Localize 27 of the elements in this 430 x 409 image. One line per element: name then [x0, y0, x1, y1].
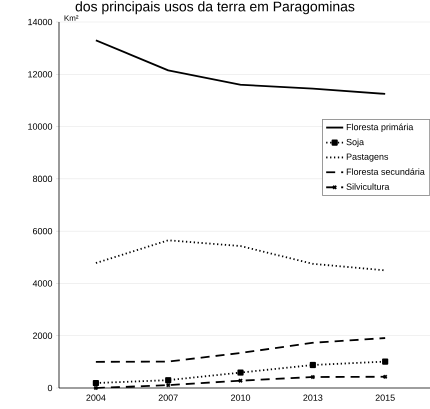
point	[92, 380, 99, 386]
x-tick-label: 2010	[231, 394, 250, 401]
legend-label: Floresta primária	[346, 124, 414, 132]
y-tick-label: 14000	[28, 18, 52, 26]
legend-label: Silvicultura	[346, 183, 390, 190]
y-tick-label: 10000	[28, 123, 52, 130]
x-tick-label: 2004	[86, 394, 106, 401]
x-tick-label: 2007	[158, 394, 178, 401]
point	[237, 369, 244, 376]
point	[165, 377, 172, 384]
x-tick-label: 2013	[303, 394, 322, 401]
legend-label: Floresta secundária	[346, 168, 425, 175]
x-tick-label: 2015	[376, 394, 395, 401]
point	[382, 358, 388, 365]
y-tick-label: 4000	[32, 280, 52, 287]
y-tick-label: 6000	[32, 228, 52, 234]
y-tick-label: 0	[48, 384, 52, 392]
point	[310, 362, 316, 368]
y-tick-label: 8000	[32, 176, 52, 182]
legend-label: Soja	[346, 138, 364, 147]
line-series	[94, 39, 386, 95]
y-tick-label: 12000	[28, 71, 52, 78]
line-series	[94, 337, 386, 363]
chart-title: dos principais usos da terra em Paragominas	[76, 1, 354, 14]
y-tick-label: 2000	[32, 332, 52, 339]
legend-label: Pastagens	[346, 154, 388, 162]
line-series	[94, 239, 386, 272]
